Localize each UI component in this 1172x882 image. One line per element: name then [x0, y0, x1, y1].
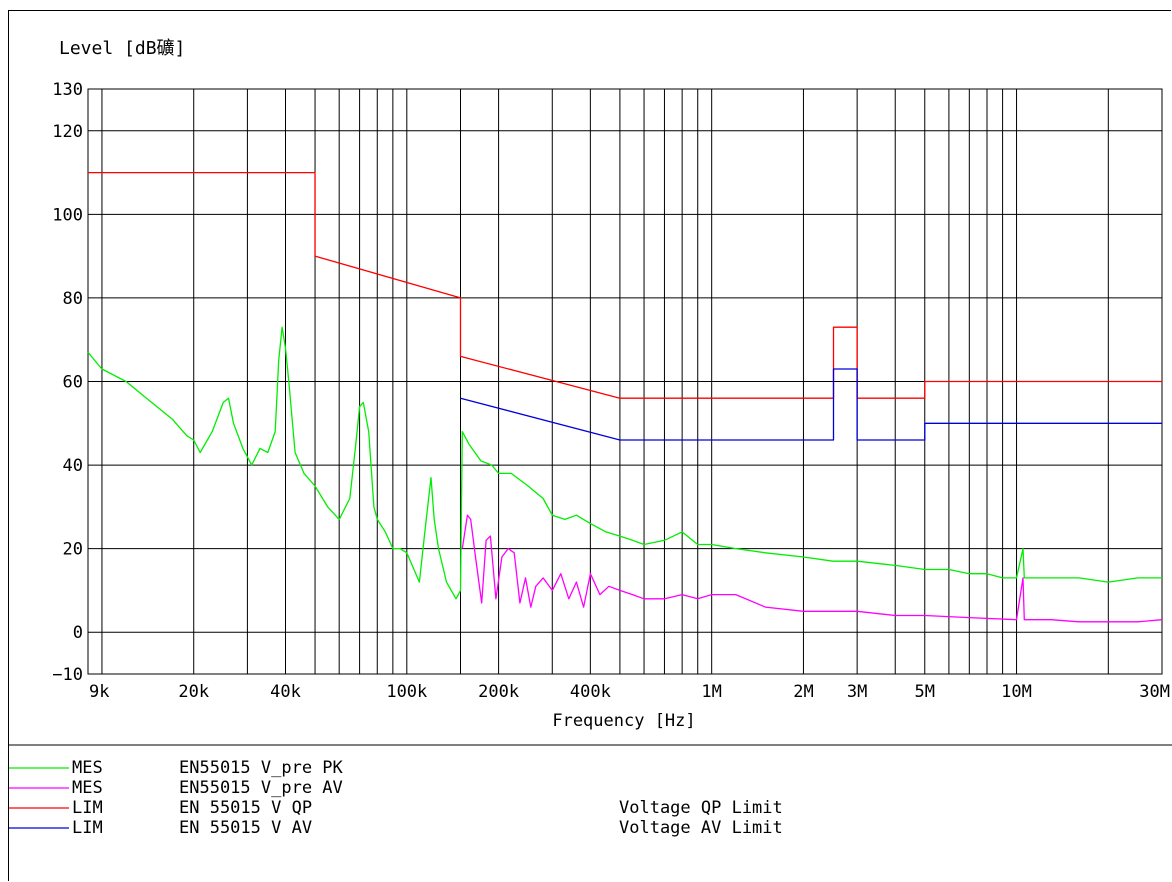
y-tick-label: −10 — [52, 665, 83, 685]
legend-type: MES — [72, 778, 103, 798]
emi-chart: Level [dB礦] 130 120 100 80 60 40 20 0 −10 9k 20k 40… — [9, 38, 1172, 838]
x-tick-label: 2M — [793, 682, 813, 702]
legend-name: EN55015 V_pre AV — [179, 778, 343, 798]
y-axis-label: Level [dB礦] — [59, 38, 185, 59]
legend-name: EN 55015 V QP — [179, 798, 312, 818]
y-tick-label: 100 — [52, 205, 83, 225]
x-tick-label: 20k — [178, 682, 209, 702]
x-tick-label: 3M — [847, 682, 867, 702]
y-tick-label: 60 — [63, 373, 83, 393]
y-tick-label: 20 — [63, 540, 83, 560]
x-tick-label: 1M — [701, 682, 721, 702]
series-line-2 — [88, 171, 1162, 399]
x-tick-label: 200k — [478, 682, 519, 702]
legend-type: LIM — [72, 798, 103, 818]
y-tick-label: 80 — [63, 289, 83, 309]
series-line-0 — [87, 326, 1162, 600]
x-tick-label: 400k — [570, 682, 611, 702]
legend-name: EN 55015 V AV — [179, 818, 312, 838]
series-layer — [87, 171, 1163, 623]
x-tick-label: 100k — [386, 682, 427, 702]
legend: MES EN55015 V_pre PK MES EN55015 V_pre AV LI… — [9, 758, 783, 838]
y-tick-label: 120 — [52, 122, 83, 142]
series-line-1 — [461, 514, 1163, 623]
legend-type: LIM — [72, 818, 103, 838]
legend-name: EN55015 V_pre PK — [179, 758, 344, 778]
x-axis-label: Frequency [Hz] — [552, 711, 695, 731]
x-tick-label: 9k — [89, 682, 109, 702]
legend-type: MES — [72, 758, 103, 778]
tick-labels: 130 120 100 80 60 40 20 0 −10 9k 20k 40k 100k 200k 400… — [52, 80, 1170, 702]
x-tick-label: 10M — [1001, 682, 1032, 702]
legend-description: Voltage QP Limit — [619, 798, 783, 818]
legend-description: Voltage AV Limit — [619, 818, 783, 838]
x-tick-label: 5M — [915, 682, 935, 702]
y-tick-label: 130 — [52, 80, 83, 100]
y-tick-label: 40 — [63, 456, 83, 476]
chart-frame: Level [dB礦] 130 120 100 80 60 40 20 0 −10 9k 20k 40… — [8, 10, 1172, 881]
x-tick-label: 30M — [1139, 682, 1170, 702]
series-line-3 — [460, 368, 1162, 441]
x-tick-label: 40k — [270, 682, 301, 702]
y-tick-label: 0 — [73, 623, 83, 643]
